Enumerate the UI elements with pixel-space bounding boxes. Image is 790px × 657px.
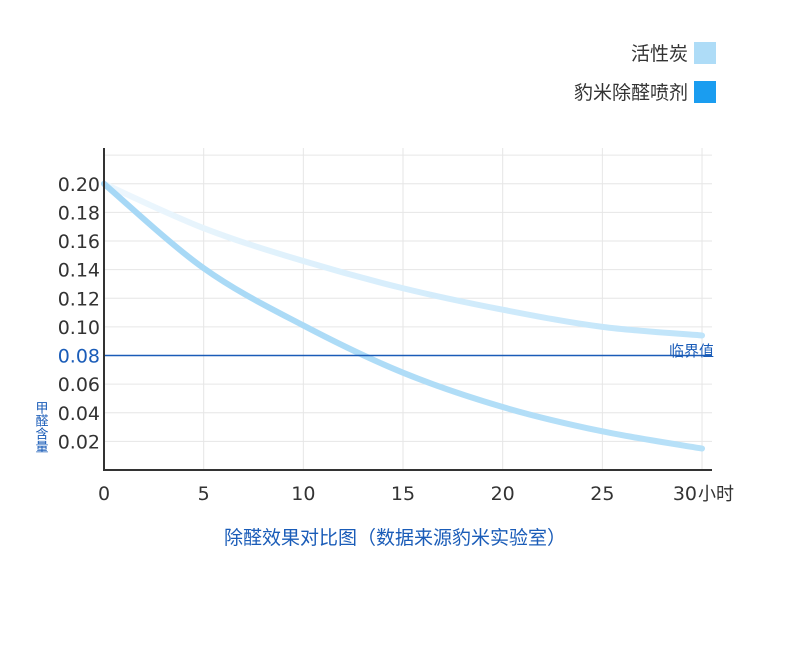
x-tick-label-1: 5 [198, 483, 210, 505]
y-tick-label-8: 0.18 [58, 202, 100, 224]
x-tick-label-4: 20 [491, 483, 515, 505]
chart-title: 除醛效果对比图（数据来源豹米实验室） [224, 527, 566, 549]
y-axis-label: 甲醛含量 [33, 401, 49, 453]
y-tick-label-5: 0.12 [58, 288, 100, 310]
legend-swatch-activated-carbon [694, 42, 716, 64]
threshold-label: 临界值 [669, 342, 714, 360]
axes [103, 148, 712, 471]
x-tick-label-0: 0 [98, 483, 110, 505]
legend-label-baomi-spray: 豹米除醛喷剂 [574, 82, 688, 104]
series-line-1 [101, 180, 706, 452]
y-tick-label-0: 0.02 [58, 431, 100, 453]
series-line-0 [101, 180, 706, 339]
y-tick-label-9: 0.20 [58, 174, 100, 196]
tick-labels: 0.02 0.04 0.06 0.08 0.10 0.12 0.14 0.16 0.18 0.20… [58, 174, 697, 505]
legend-swatch-baomi-spray [694, 81, 716, 103]
x-tick-label-5: 25 [590, 483, 614, 505]
y-tick-label-2: 0.06 [58, 374, 100, 396]
y-tick-label-6: 0.14 [58, 260, 100, 282]
legend: 活性炭 豹米除醛喷剂 [574, 42, 716, 104]
legend-label-activated-carbon: 活性炭 [631, 43, 688, 65]
x-tick-label-6: 30 [673, 483, 697, 505]
x-axis-unit-label: 小时 [698, 484, 734, 505]
y-tick-label-1: 0.04 [58, 403, 100, 425]
y-tick-label-3: 0.08 [58, 346, 100, 368]
x-tick-label-3: 15 [391, 483, 415, 505]
x-tick-label-2: 10 [291, 483, 315, 505]
grid-lines [104, 148, 712, 470]
series-layer [101, 180, 706, 452]
y-tick-label-4: 0.10 [58, 317, 100, 339]
y-tick-label-7: 0.16 [58, 231, 100, 253]
